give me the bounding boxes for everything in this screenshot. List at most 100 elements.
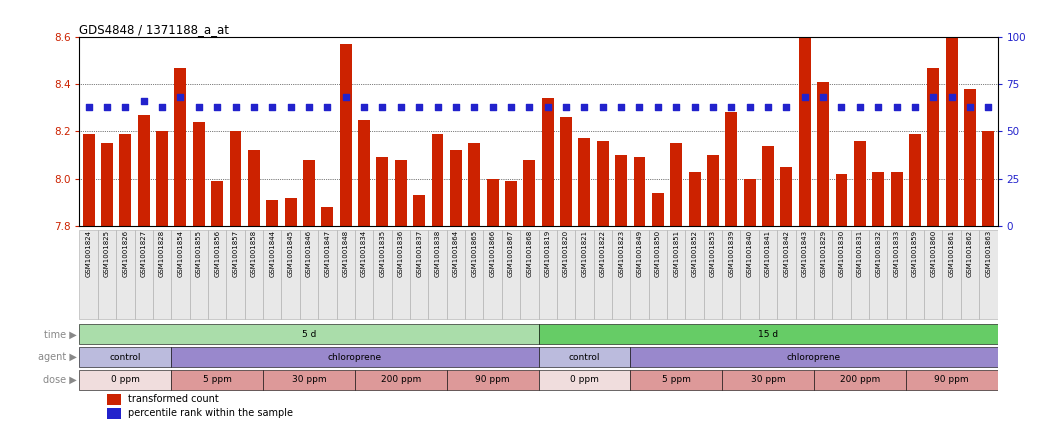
Text: GSM1001848: GSM1001848 (343, 230, 348, 277)
Bar (964, 89, 976, 226)
Bar (943, 230, 961, 319)
Bar (120, 134, 131, 226)
Text: GSM1001825: GSM1001825 (104, 230, 110, 277)
Bar (116, 230, 134, 319)
Bar (318, 230, 337, 319)
Bar (597, 141, 609, 226)
Point (80, 103, 97, 110)
Bar (245, 230, 263, 319)
Bar (814, 370, 905, 390)
Text: 5 d: 5 d (302, 330, 317, 339)
Text: GSM1001867: GSM1001867 (508, 230, 514, 277)
Bar (740, 230, 759, 319)
Bar (337, 230, 355, 319)
Bar (156, 131, 168, 226)
Point (631, 103, 648, 110)
Bar (887, 230, 905, 319)
Bar (538, 347, 630, 367)
Bar (873, 171, 884, 226)
Bar (630, 347, 998, 367)
Point (778, 103, 795, 110)
Bar (465, 230, 483, 319)
Bar (557, 230, 575, 319)
Bar (836, 174, 847, 226)
Point (264, 103, 281, 110)
Text: GSM1001824: GSM1001824 (86, 230, 92, 277)
Bar (542, 98, 554, 226)
Point (136, 98, 152, 104)
Text: 5 ppm: 5 ppm (202, 375, 232, 385)
Point (301, 103, 318, 110)
Text: GSM1001823: GSM1001823 (618, 230, 624, 277)
Bar (138, 115, 149, 226)
Bar (211, 181, 223, 226)
Bar (798, 8, 811, 226)
Text: GSM1001839: GSM1001839 (729, 230, 734, 277)
Text: GSM1001829: GSM1001829 (820, 230, 826, 277)
Text: GSM1001820: GSM1001820 (563, 230, 569, 277)
Point (356, 103, 373, 110)
Text: chloroprene: chloroprene (787, 353, 841, 362)
Point (613, 103, 630, 110)
Text: 5 ppm: 5 ppm (662, 375, 690, 385)
Bar (722, 370, 814, 390)
Bar (447, 370, 538, 390)
Bar (780, 167, 792, 226)
Bar (869, 230, 887, 319)
Text: transformed count: transformed count (128, 395, 219, 404)
Bar (450, 150, 462, 226)
Text: GSM1001837: GSM1001837 (416, 230, 423, 277)
Text: GSM1001833: GSM1001833 (894, 230, 899, 277)
Bar (376, 157, 389, 226)
Bar (483, 230, 502, 319)
Bar (575, 230, 594, 319)
Point (98, 103, 115, 110)
Text: GSM1001853: GSM1001853 (710, 230, 716, 277)
Bar (560, 117, 572, 226)
Point (447, 103, 464, 110)
Point (539, 103, 556, 110)
Bar (615, 155, 627, 226)
Text: GSM1001862: GSM1001862 (967, 230, 973, 277)
Point (116, 103, 133, 110)
Text: GSM1001854: GSM1001854 (178, 230, 183, 277)
Bar (505, 181, 517, 226)
Bar (431, 134, 444, 226)
Bar (83, 134, 94, 226)
Bar (97, 230, 116, 319)
Bar (850, 230, 869, 319)
Bar (891, 171, 902, 226)
Bar (355, 230, 373, 319)
Text: control: control (109, 353, 141, 362)
Text: GSM1001858: GSM1001858 (251, 230, 257, 277)
Bar (652, 193, 664, 226)
Text: GSM1001860: GSM1001860 (930, 230, 936, 277)
Bar (152, 230, 172, 319)
Bar (358, 120, 370, 226)
Text: 200 ppm: 200 ppm (380, 375, 420, 385)
Bar (578, 138, 590, 226)
Bar (909, 134, 921, 226)
Text: GSM1001865: GSM1001865 (471, 230, 478, 277)
Text: GSM1001861: GSM1001861 (949, 230, 954, 277)
Point (558, 103, 575, 110)
Point (668, 103, 685, 110)
Point (796, 94, 813, 101)
Point (869, 103, 886, 110)
Text: GSM1001836: GSM1001836 (398, 230, 403, 277)
Text: GSM1001831: GSM1001831 (857, 230, 863, 277)
Bar (633, 157, 646, 226)
Point (484, 103, 501, 110)
Point (944, 94, 961, 101)
Bar (447, 230, 465, 319)
Bar (79, 347, 172, 367)
Bar (227, 230, 245, 319)
Bar (725, 113, 737, 226)
Text: GSM1001838: GSM1001838 (434, 230, 441, 277)
Point (980, 103, 997, 110)
Bar (230, 131, 241, 226)
Text: GSM1001866: GSM1001866 (489, 230, 496, 277)
Bar (175, 68, 186, 226)
Bar (79, 230, 97, 319)
Bar (538, 230, 557, 319)
